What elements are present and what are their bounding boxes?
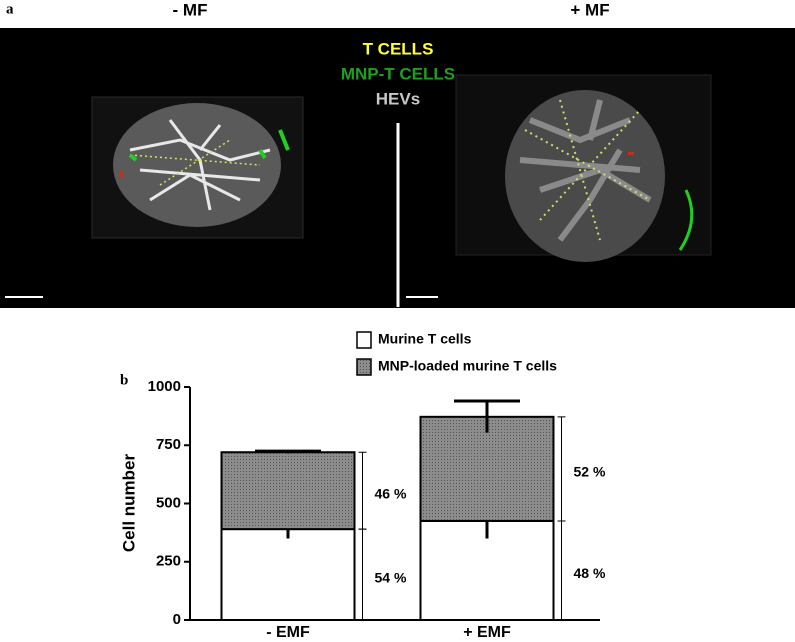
- bar-segment: [220, 451, 356, 531]
- bracket: [557, 520, 566, 621]
- y-tick-label: 1000: [148, 378, 181, 395]
- legend-text: MNP-T CELLS: [341, 64, 455, 83]
- legend-text: MNP-loaded murine T cells: [378, 358, 557, 374]
- legend-text: Murine T cells: [378, 331, 472, 347]
- legend-swatch: [356, 358, 372, 376]
- y-tick-label: 0: [173, 611, 181, 628]
- percent-label: 52 %: [574, 464, 606, 480]
- bar-segment: [220, 528, 356, 622]
- y-tick-label: 250: [156, 553, 181, 570]
- bracket: [358, 528, 367, 621]
- panel-label: a: [6, 1, 14, 17]
- y-axis-label: Cell number: [119, 454, 138, 553]
- panel-label: b: [120, 372, 128, 388]
- y-tick-label: 750: [156, 436, 181, 453]
- bar-segment: [419, 415, 555, 522]
- error-bar: [454, 399, 520, 433]
- x-tick-label: - EMF: [266, 624, 310, 641]
- y-tick-label: 500: [156, 494, 181, 511]
- panel-title: + MF: [570, 0, 609, 19]
- percent-label: 46 %: [375, 485, 407, 501]
- micrograph-left: [91, 96, 304, 239]
- x-tick-label: + EMF: [463, 624, 511, 641]
- bracket: [358, 451, 367, 530]
- legend-text: HEVs: [376, 89, 420, 108]
- panel-title: - MF: [173, 0, 208, 19]
- error-bar: [255, 449, 321, 454]
- bracket: [557, 416, 566, 522]
- legend-text: T CELLS: [363, 39, 434, 58]
- percent-label: 54 %: [375, 569, 407, 585]
- legend-swatch: [356, 331, 372, 349]
- percent-label: 48 %: [574, 565, 606, 581]
- micrograph-right: [455, 74, 712, 262]
